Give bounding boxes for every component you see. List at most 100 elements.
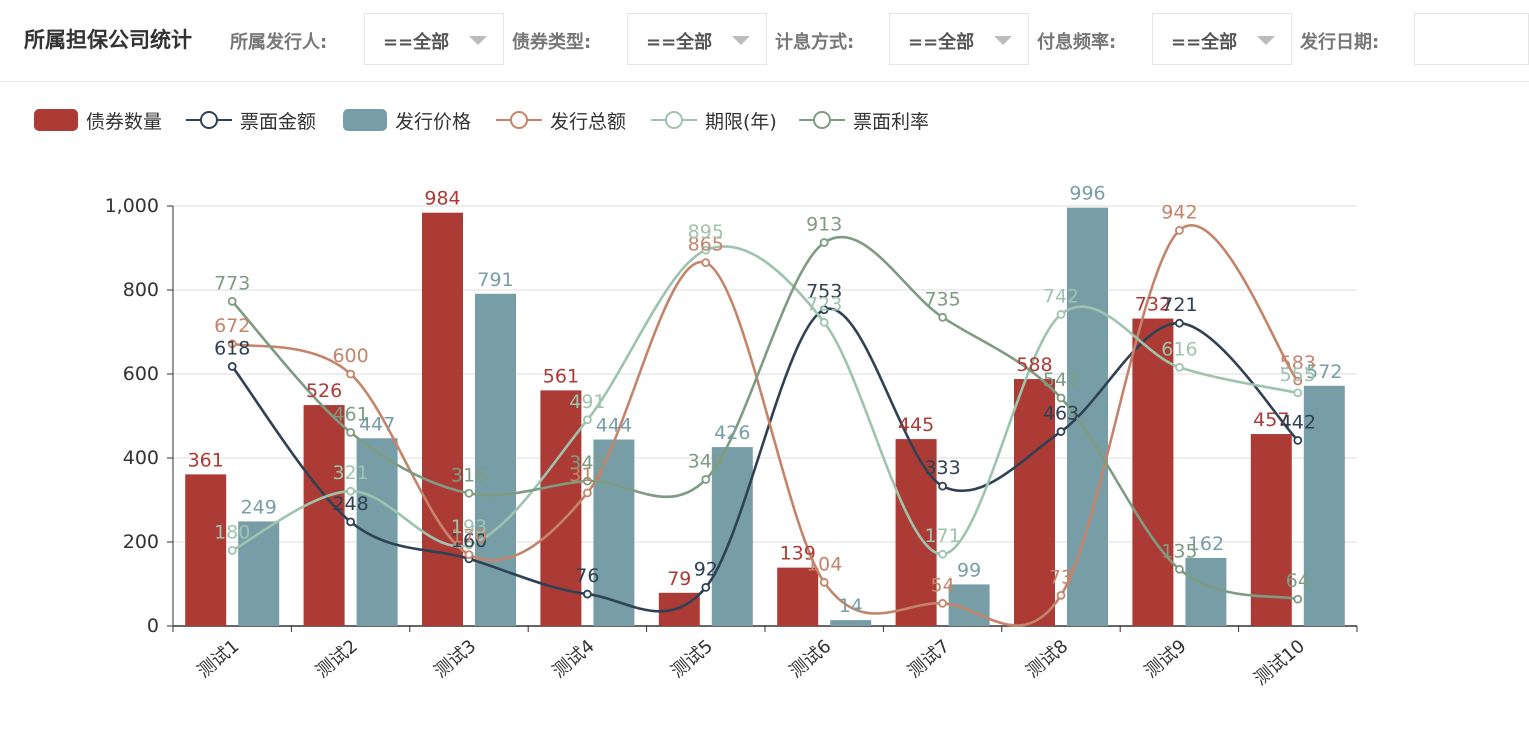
chevron-down-icon — [469, 36, 487, 45]
data-label-发行总额: 104 — [806, 553, 842, 575]
data-label-债券数量: 588 — [1016, 354, 1052, 376]
data-label-发行总额: 865 — [688, 234, 724, 256]
line-票面利率 — [231, 235, 1299, 601]
point-发行总额 — [1056, 590, 1066, 600]
filter-label-interest-method: 计息方式: — [775, 32, 855, 53]
legend-item-coupon-rate[interactable]: 票面利率 — [799, 106, 949, 134]
chevron-down-icon — [1257, 36, 1275, 45]
point-票面利率 — [1293, 594, 1303, 604]
bond-type-select[interactable]: ==全部 — [627, 13, 767, 65]
data-label-票面利率: 64 — [1286, 570, 1310, 592]
interest-method-select-value: ==全部 — [908, 32, 975, 53]
data-label-票面金额: 463 — [1043, 403, 1079, 425]
point-票面金额 — [346, 517, 356, 527]
point-期限(年) — [701, 245, 711, 255]
issuer-select[interactable]: ==全部 — [364, 13, 504, 65]
data-label-期限(年): 491 — [569, 391, 605, 413]
data-label-债券数量: 561 — [543, 365, 579, 387]
data-label-债券数量: 984 — [424, 188, 460, 210]
point-票面利率 — [938, 312, 947, 322]
bond-statistics-chart: 0 200 400 600 800 1,000 测试1 测试2 测试3 测试4 测试5 测试6 测试7 测… — [105, 183, 1358, 690]
point-票面利率 — [1056, 393, 1066, 403]
payment-frequency-select[interactable]: ==全部 — [1152, 13, 1292, 65]
legend-item-bond-count[interactable]: 债券数量 — [34, 106, 174, 134]
point-票面利率 — [464, 488, 474, 498]
data-label-票面利率: 735 — [924, 288, 960, 310]
data-label-票面金额: 442 — [1280, 411, 1316, 433]
data-label-债券数量: 457 — [1253, 409, 1289, 431]
point-票面金额 — [1293, 435, 1303, 445]
point-期限(年) — [938, 549, 947, 559]
y-tick-label: 400 — [123, 447, 159, 469]
legend-line-swatch — [186, 111, 232, 129]
point-票面金额 — [819, 305, 829, 315]
data-label-发行总额: 170 — [451, 526, 487, 548]
filter-label-issue-date: 发行日期: — [1300, 32, 1380, 53]
interest-method-select[interactable]: ==全部 — [889, 13, 1029, 65]
payment-frequency-select-value: ==全部 — [1171, 32, 1238, 53]
data-label-发行价格: 426 — [714, 422, 750, 444]
chevron-down-icon — [994, 36, 1012, 45]
data-label-债券数量: 445 — [898, 414, 934, 436]
y-tick-label: 200 — [123, 531, 159, 553]
chevron-down-icon — [732, 36, 750, 45]
data-label-期限(年): 321 — [332, 462, 368, 484]
point-票面金额 — [583, 589, 592, 599]
data-label-发行价格: 996 — [1069, 183, 1105, 205]
point-发行总额 — [464, 550, 474, 560]
legend-item-issue-price[interactable]: 发行价格 — [343, 106, 483, 134]
point-期限(年) — [227, 545, 237, 555]
issue-date-input[interactable] — [1414, 13, 1529, 65]
data-label-票面金额: 92 — [694, 558, 718, 580]
legend-item-term-years[interactable]: 期限(年) — [651, 106, 801, 134]
x-tick-label: 测试3 — [430, 636, 480, 683]
data-label-票面金额: 160 — [451, 530, 487, 552]
data-label-期限(年): 555 — [1280, 364, 1316, 386]
data-label-发行价格: 572 — [1306, 361, 1342, 383]
legend-label: 发行总额 — [550, 111, 627, 133]
legend-label: 期限(年) — [705, 111, 777, 133]
data-label-债券数量: 79 — [667, 568, 691, 590]
data-label-债券数量: 732 — [1135, 294, 1171, 316]
data-label-发行总额: 600 — [332, 345, 368, 367]
line-发行总额 — [231, 224, 1299, 627]
data-label-票面利率: 913 — [806, 214, 842, 236]
filter-label-bond-type: 债券类型: — [512, 32, 592, 53]
bond-type-select-value: ==全部 — [646, 32, 713, 53]
point-期限(年) — [1056, 309, 1066, 319]
x-tick-label: 测试1 — [194, 636, 244, 683]
data-label-票面利率: 135 — [1161, 540, 1197, 562]
data-label-发行价格: 791 — [477, 269, 513, 291]
data-label-票面利率: 461 — [332, 403, 368, 425]
data-label-债券数量: 526 — [306, 380, 342, 402]
line-期限(年) — [231, 245, 1299, 556]
data-label-票面金额: 76 — [575, 565, 599, 587]
x-tick-label: 测试8 — [1022, 636, 1072, 683]
legend-label: 票面利率 — [853, 111, 930, 133]
data-label-期限(年): 742 — [1043, 285, 1079, 307]
data-label-期限(年): 193 — [451, 516, 487, 538]
filter-label-payment-frequency: 付息频率: — [1037, 32, 1117, 53]
legend-bar-swatch — [343, 109, 387, 131]
bar-债券数量 — [777, 567, 819, 626]
legend-line-swatch — [496, 111, 542, 129]
legend-item-total-issuance[interactable]: 发行总额 — [496, 106, 646, 134]
x-tick-label: 测试5 — [667, 636, 717, 683]
data-label-票面利率: 345 — [569, 452, 605, 474]
data-label-票面金额: 753 — [806, 281, 842, 303]
point-期限(年) — [464, 540, 474, 550]
bar-债券数量 — [1014, 379, 1055, 626]
x-tick-label: 测试10 — [1250, 636, 1309, 690]
x-tick-label: 测试9 — [1141, 636, 1191, 683]
bar-债券数量 — [1132, 318, 1174, 626]
bar-发行价格 — [475, 293, 516, 626]
y-tick-label: 1,000 — [105, 195, 159, 217]
data-label-票面金额: 248 — [332, 493, 368, 515]
point-票面金额 — [1056, 427, 1066, 436]
point-发行总额 — [583, 488, 592, 498]
data-label-发行总额: 317 — [569, 464, 605, 486]
data-label-债券数量: 139 — [780, 543, 816, 565]
legend-item-face-amount[interactable]: 票面金额 — [186, 106, 336, 134]
data-label-期限(年): 895 — [688, 221, 724, 243]
x-tick-label: 测试6 — [786, 636, 836, 683]
